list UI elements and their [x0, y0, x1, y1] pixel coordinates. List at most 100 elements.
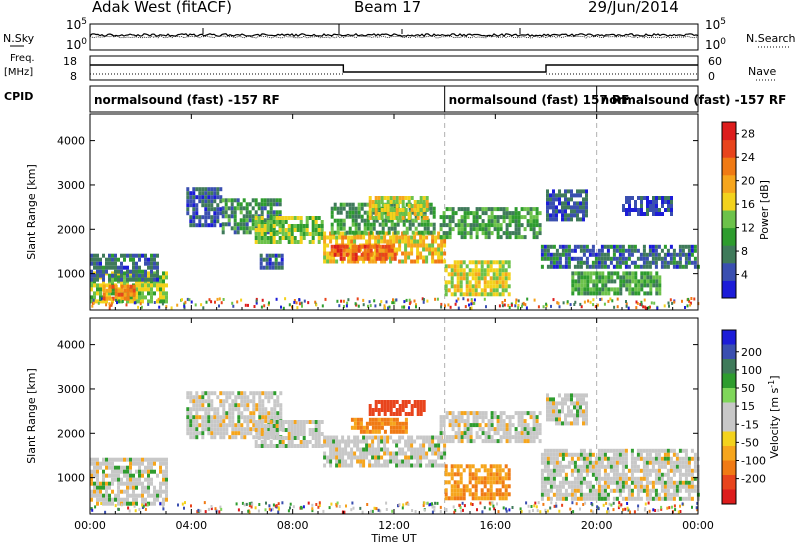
- data-cell: [195, 187, 199, 192]
- data-cell: [673, 300, 676, 304]
- data-cell: [320, 420, 324, 424]
- data-cell: [176, 303, 179, 307]
- data-cell: [132, 461, 135, 466]
- data-cell: [451, 219, 455, 224]
- data-cell: [408, 218, 412, 223]
- data-cell: [493, 411, 497, 416]
- data-cell: [636, 264, 640, 269]
- data-cell: [114, 292, 118, 297]
- data-cell: [546, 476, 550, 481]
- data-cell: [402, 218, 406, 223]
- data-cell: [347, 255, 351, 260]
- data-cell: [92, 301, 95, 305]
- data-cell: [416, 239, 420, 244]
- data-cell: [499, 423, 503, 428]
- data-cell: [693, 484, 697, 489]
- data-cell: [260, 202, 264, 207]
- data-cell: [233, 226, 237, 231]
- data-cell: [129, 461, 132, 466]
- data-cell: [183, 506, 185, 510]
- data-cell: [231, 411, 235, 416]
- data-cell: [592, 298, 595, 302]
- data-cell: [690, 480, 694, 485]
- data-cell: [153, 283, 156, 288]
- data-cell: [410, 451, 414, 456]
- data-cell: [332, 451, 336, 456]
- data-cell: [475, 235, 479, 240]
- data-cell: [466, 411, 470, 416]
- data-cell: [588, 464, 592, 469]
- data-cell: [505, 211, 509, 216]
- data-cell: [597, 252, 601, 257]
- cpid-strip-frame: [89, 85, 699, 113]
- data-cell: [585, 193, 588, 198]
- data-cell: [214, 300, 216, 304]
- data-cell: [132, 257, 135, 262]
- data-cell: [132, 253, 135, 258]
- data-cell: [552, 476, 556, 481]
- data-cell: [576, 256, 580, 261]
- data-cell: [383, 208, 387, 212]
- data-cell: [189, 415, 193, 420]
- data-cell: [201, 191, 205, 196]
- data-cell: [138, 287, 141, 292]
- data-cell: [257, 232, 261, 236]
- y-tick-label: 2000: [57, 427, 85, 440]
- data-cell: [280, 261, 284, 266]
- data-cell: [216, 395, 220, 400]
- data-cell: [642, 244, 646, 249]
- data-cell: [150, 269, 153, 274]
- data-cell: [411, 509, 414, 512]
- data-cell: [93, 489, 96, 494]
- data-cell: [477, 476, 481, 481]
- data-cell: [335, 439, 339, 444]
- data-cell: [99, 497, 102, 502]
- data-cell: [609, 476, 613, 481]
- data-cell: [532, 411, 536, 416]
- data-cell: [186, 427, 190, 432]
- data-cell: [573, 201, 576, 206]
- data-cell: [377, 212, 381, 216]
- data-cell: [505, 509, 508, 513]
- data-cell: [348, 210, 352, 215]
- data-cell: [471, 503, 474, 506]
- data-cell: [243, 403, 247, 408]
- data-cell: [615, 448, 619, 453]
- data-cell: [645, 488, 649, 493]
- data-cell: [228, 423, 232, 428]
- data-cell: [368, 231, 372, 236]
- data-cell: [213, 415, 217, 420]
- data-cell: [425, 216, 429, 220]
- data-cell: [159, 493, 162, 498]
- data-cell: [507, 292, 511, 297]
- data-cell: [153, 493, 156, 498]
- data-cell: [520, 419, 524, 424]
- data-cell: [371, 509, 374, 513]
- data-cell: [328, 506, 331, 510]
- data-cell: [597, 260, 601, 265]
- data-cell: [287, 224, 291, 228]
- data-cell: [444, 268, 448, 273]
- data-cell: [344, 231, 348, 236]
- data-cell: [186, 407, 190, 412]
- data-cell: [116, 301, 118, 305]
- data-cell: [585, 492, 589, 497]
- data-cell: [508, 431, 512, 436]
- data-cell: [426, 299, 429, 303]
- data-cell: [535, 219, 539, 224]
- data-cell: [416, 259, 420, 264]
- data-cell: [603, 456, 607, 461]
- data-cell: [408, 206, 412, 211]
- data-cell: [658, 291, 662, 296]
- data-cell: [621, 456, 625, 461]
- data-cell: [505, 207, 509, 212]
- data-cell: [474, 292, 478, 297]
- data-cell: [470, 300, 473, 304]
- data-cell: [389, 459, 393, 464]
- data-cell: [553, 504, 556, 508]
- data-cell: [395, 204, 399, 208]
- data-cell: [628, 283, 632, 288]
- data-cell: [260, 440, 264, 444]
- data-cell: [402, 503, 405, 507]
